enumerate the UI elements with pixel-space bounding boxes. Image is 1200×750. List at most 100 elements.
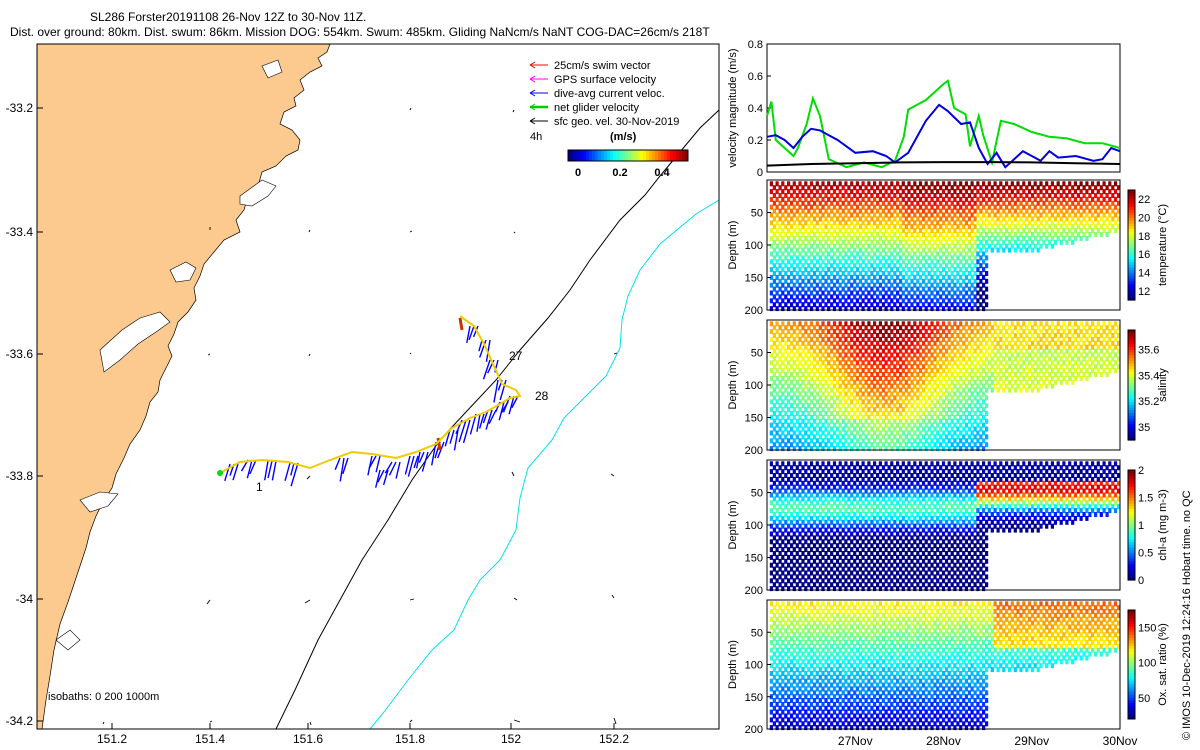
heatmap-cell: [775, 562, 779, 568]
heatmap-cell: [804, 399, 808, 405]
heatmap-cell: [1008, 364, 1012, 370]
heatmap-cell: [1111, 200, 1115, 206]
heatmap-cell: [1079, 181, 1083, 187]
heatmap-cell: [890, 336, 894, 342]
heatmap-cell: [959, 259, 963, 265]
heatmap-cell: [818, 395, 822, 401]
heatmap-cell: [939, 411, 943, 416]
heatmap-cell: [847, 278, 851, 284]
heatmap-cell: [1073, 212, 1077, 218]
heatmap-cell: [790, 442, 794, 448]
heatmap-cell: [818, 418, 822, 424]
heatmap-cell: [913, 586, 917, 592]
heatmap-cell: [1033, 243, 1037, 249]
heatmap-cell: [824, 543, 828, 549]
heatmap-cell: [1010, 383, 1014, 389]
heatmap-cell: [864, 302, 868, 308]
heatmap-cell: [927, 193, 931, 198]
heatmap-cell: [985, 216, 989, 222]
heatmap-cell: [812, 488, 817, 494]
heatmap-cell: [1030, 356, 1035, 362]
heatmap-cell: [795, 395, 799, 401]
heatmap-cell: [996, 379, 1000, 385]
heatmap-cell: [801, 395, 805, 401]
heatmap-cell: [795, 543, 799, 549]
heatmap-cell: [881, 232, 885, 237]
heatmap-cell: [964, 267, 968, 273]
heatmap-cell: [809, 407, 814, 413]
heatmap-cell: [867, 586, 871, 592]
heatmap-cell: [1116, 208, 1121, 214]
heatmap-cell: [821, 484, 825, 490]
heatmap-cell: [821, 547, 825, 553]
heatmap-cell: [881, 473, 885, 478]
heatmap-cell: [853, 356, 857, 362]
heatmap-cell: [910, 465, 914, 471]
heatmap-cell: [1062, 196, 1066, 202]
heatmap-cell: [939, 543, 943, 549]
heatmap-cell: [953, 189, 957, 195]
heatmap-cell: [787, 235, 791, 241]
heatmap-cell: [944, 504, 949, 510]
heatmap-cell: [947, 267, 951, 273]
heatmap-cell: [976, 500, 980, 506]
heatmap-cell: [1036, 193, 1040, 198]
heatmap-cell: [990, 247, 994, 253]
heatmap-cell: [832, 383, 837, 389]
heatmap-cell: [916, 488, 920, 494]
heatmap-cell: [1039, 204, 1043, 210]
heatmap-cell: [1010, 235, 1014, 241]
colorbar-cell: [1128, 275, 1135, 279]
heatmap-cell: [1116, 224, 1121, 230]
heatmap-cell: [964, 243, 968, 249]
heatmap-cell: [795, 558, 799, 564]
heatmap-cell: [947, 446, 951, 452]
heatmap-cell: [896, 476, 900, 482]
heatmap-cell: [907, 500, 911, 506]
heatmap-cell: [901, 267, 905, 273]
current-vector: [415, 451, 421, 469]
heatmap-cell: [824, 442, 828, 448]
heatmap-cell: [832, 298, 837, 304]
heatmap-cell: [930, 515, 934, 521]
heatmap-cell: [804, 407, 808, 413]
heatmap-cell: [815, 531, 819, 537]
heatmap-cell: [959, 554, 963, 560]
heatmap-cell: [930, 189, 934, 195]
heatmap-cell: [910, 411, 914, 416]
heatmap-cell: [769, 562, 773, 568]
heatmap-cell: [970, 476, 974, 482]
heatmap-cell: [841, 185, 845, 191]
heatmap-cell: [1113, 368, 1118, 374]
colorbar-cell: [1128, 256, 1135, 260]
heatmap-cell: [1025, 504, 1029, 510]
heatmap-cell: [950, 434, 954, 440]
heatmap-cell: [936, 500, 940, 506]
heatmap-cell: [867, 500, 871, 506]
heatmap-cell: [855, 547, 859, 553]
heatmap-cell: [982, 368, 986, 374]
heatmap-cell: [876, 551, 880, 556]
heatmap-cell: [1045, 352, 1049, 358]
heatmap-cell: [1036, 465, 1040, 471]
heatmap-cell: [939, 364, 943, 370]
heatmap-cell: [987, 329, 991, 335]
heatmap-cell: [985, 333, 989, 338]
heatmap-cell: [841, 208, 845, 214]
heatmap-cell: [1027, 235, 1032, 241]
heatmap-cell: [1010, 375, 1014, 381]
heatmap-cell: [1016, 368, 1020, 374]
heatmap-cell: [830, 356, 834, 362]
heatmap-cell: [887, 208, 891, 214]
heatmap-cell: [890, 352, 894, 358]
heatmap-cell: [947, 196, 951, 202]
heatmap-cell: [1045, 383, 1049, 389]
heatmap-cell: [881, 403, 885, 409]
heatmap-cell: [916, 418, 920, 424]
heatmap-cell: [1056, 368, 1060, 374]
heatmap-cell: [853, 224, 857, 230]
heatmap-cell: [1036, 473, 1040, 478]
heatmap-cell: [781, 204, 785, 210]
heatmap-cell: [827, 352, 831, 358]
heatmap-cell: [936, 407, 940, 413]
